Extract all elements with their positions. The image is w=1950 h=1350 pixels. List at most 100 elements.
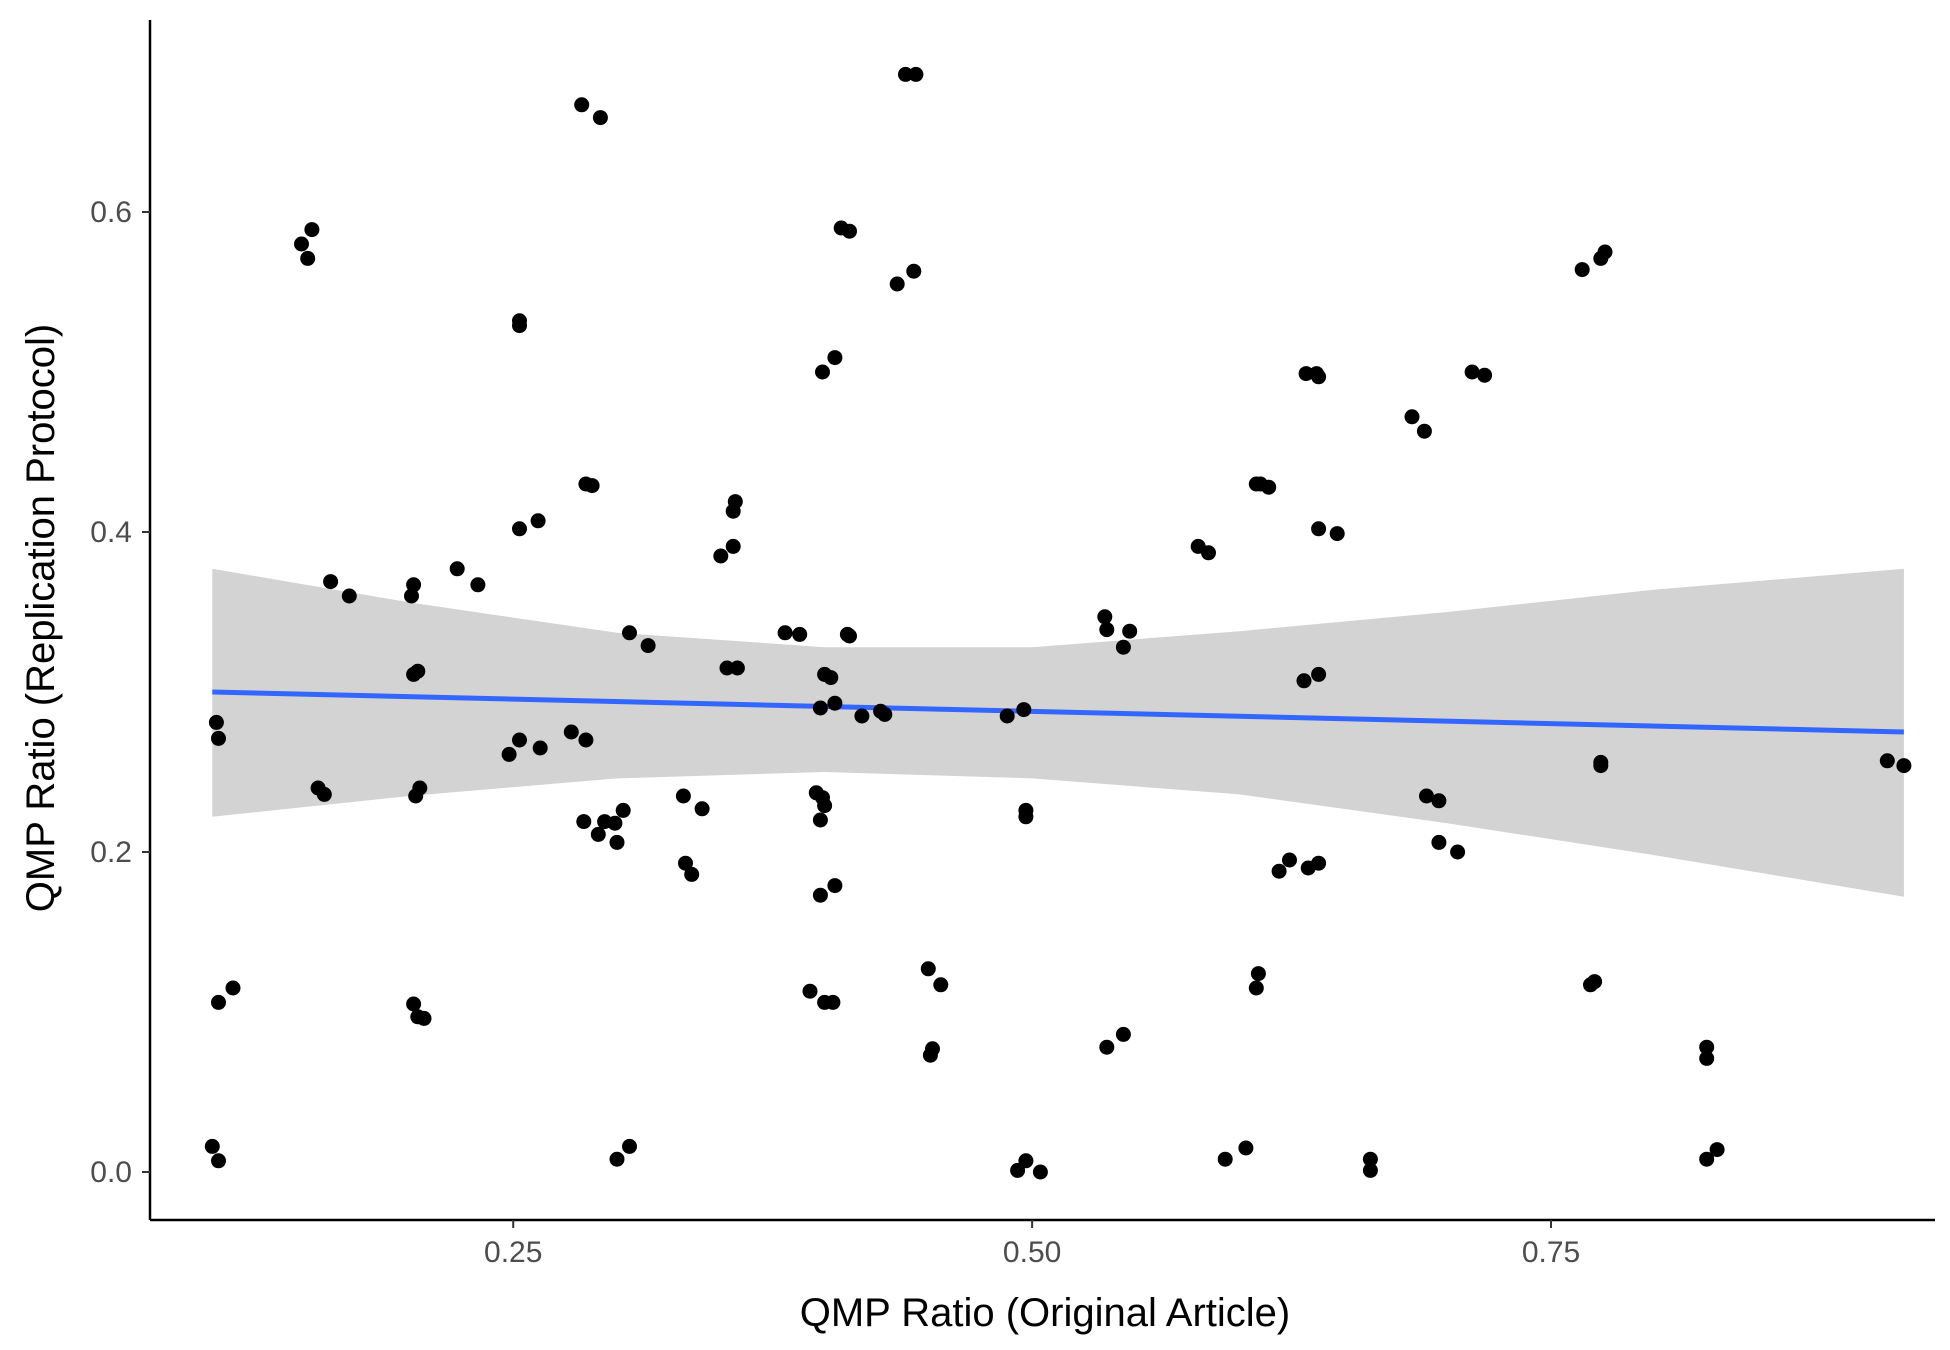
data-point [1419,788,1434,804]
data-point [1115,639,1131,655]
data-point [323,574,339,590]
data-point [827,350,843,366]
data-point [416,1010,432,1026]
data-point [1115,1026,1131,1042]
data-point [812,700,828,716]
data-point [1593,758,1609,774]
data-point [812,887,828,903]
x-tick-label: 0.25 [484,1236,542,1269]
data-point [410,663,426,679]
data-point [512,318,527,334]
data-point [825,994,841,1010]
data-point [512,521,527,537]
data-point [1699,1050,1715,1066]
data-point [842,628,857,644]
data-point [1311,666,1327,682]
data-point [906,263,922,279]
data-point [1431,834,1447,850]
data-point [1282,852,1297,868]
data-point [1016,702,1032,718]
data-point [999,708,1015,724]
data-point [449,561,465,577]
data-point [1311,369,1327,385]
data-point [1032,1164,1048,1180]
data-point [412,780,428,796]
data-point [933,977,949,993]
data-point [609,1151,625,1167]
data-point [1261,479,1277,495]
data-point [1699,1151,1715,1167]
data-point [501,746,517,762]
data-point [512,732,527,748]
data-point [404,588,419,604]
data-point [1699,1039,1715,1055]
data-point [590,826,606,842]
trend-line [212,689,1904,735]
data-point [802,983,818,999]
data-point [1597,244,1613,260]
data-point [694,801,710,817]
data-point [211,1153,226,1169]
data-point [304,222,320,238]
data-point [908,66,924,82]
data-point [1296,673,1312,689]
confidence-band-layer [212,568,1904,897]
data-point [563,724,579,740]
data-point [574,97,590,113]
y-tick-label: 0.2 [90,836,132,869]
data-point [208,714,224,730]
data-point [294,236,309,252]
x-tick-label: 0.50 [1003,1236,1061,1269]
data-point [1298,366,1314,382]
data-point [1574,262,1590,278]
data-point [211,730,226,746]
data-point [1587,974,1603,990]
data-point [842,223,857,239]
data-point [622,1138,637,1154]
data-point [211,994,226,1010]
axes-layer [148,20,1935,1222]
data-point [1248,980,1264,996]
data-point [1362,1162,1378,1178]
data-point [1099,1039,1115,1055]
data-point [609,834,625,850]
data-point [777,625,793,641]
data-point [406,577,422,593]
data-point [1329,526,1345,542]
data-point [675,788,691,804]
data-point [470,577,486,593]
y-axis-title: QMP Ratio (Replication Protocol) [19,324,63,912]
data-point [727,494,743,510]
data-point [713,548,729,564]
data-point [1362,1151,1378,1167]
data-point [678,855,693,871]
data-point [1416,423,1432,439]
data-point [1097,609,1113,625]
data-point [877,706,893,722]
data-point [1018,809,1034,825]
data-point [812,812,828,828]
y-tick-label: 0.4 [90,516,132,549]
data-point [792,626,808,642]
data-point [1099,622,1115,638]
points-layer [204,66,1912,1180]
data-point [1018,1153,1034,1169]
data-point [1404,409,1420,425]
data-point [827,878,843,894]
ticks-layer: 0.25 0.50 0.75 0.0 0.2 0.4 0.6 [90,196,1580,1269]
data-point [1450,844,1466,860]
data-point [1896,758,1912,774]
data-point [1217,1151,1233,1167]
data-point [1879,753,1895,769]
data-point [1431,793,1447,809]
data-point [684,866,700,882]
y-tick-label: 0.6 [90,196,132,229]
data-point [889,276,905,292]
data-point [530,513,546,529]
x-tick-label: 0.75 [1522,1236,1580,1269]
data-point [615,802,631,818]
data-point [341,588,357,604]
data-point [920,961,936,977]
data-point [300,250,316,266]
